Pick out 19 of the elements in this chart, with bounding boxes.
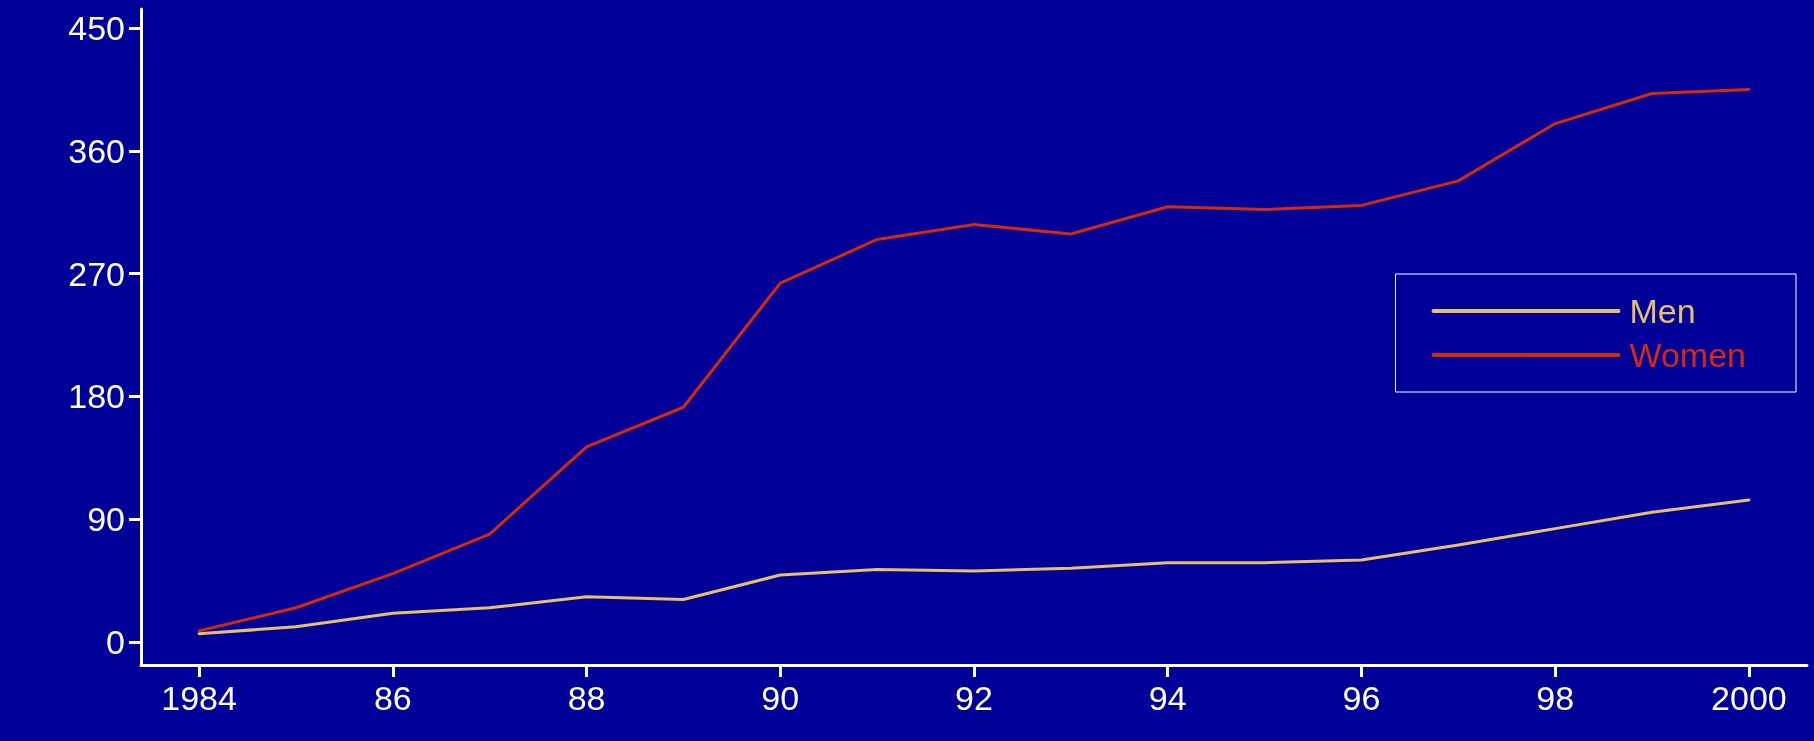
y-tick-label: 360: [68, 131, 125, 170]
y-tick-label: 450: [68, 9, 125, 48]
line-series: [197, 87, 1751, 633]
y-tick-label: 270: [68, 254, 125, 293]
x-tick-label: 92: [955, 679, 993, 717]
x-tick-label: 1984: [161, 679, 237, 717]
text: Men: [1629, 292, 1696, 330]
y-tick-label: 90: [87, 500, 125, 539]
x-tick-label: 2000: [1711, 679, 1787, 717]
text: Women: [1629, 336, 1746, 374]
line-series: [197, 498, 1751, 636]
x-tick-label: 96: [1342, 679, 1381, 717]
y-tick-label: 180: [68, 377, 125, 416]
x-tick-label: 94: [1148, 679, 1187, 717]
x-tick-label: 90: [761, 679, 800, 717]
x-tick-label: 88: [567, 679, 606, 717]
x-tick-label: 86: [373, 679, 412, 717]
x-tick-label: 98: [1536, 679, 1575, 717]
y-tick-label: 0: [106, 622, 125, 661]
